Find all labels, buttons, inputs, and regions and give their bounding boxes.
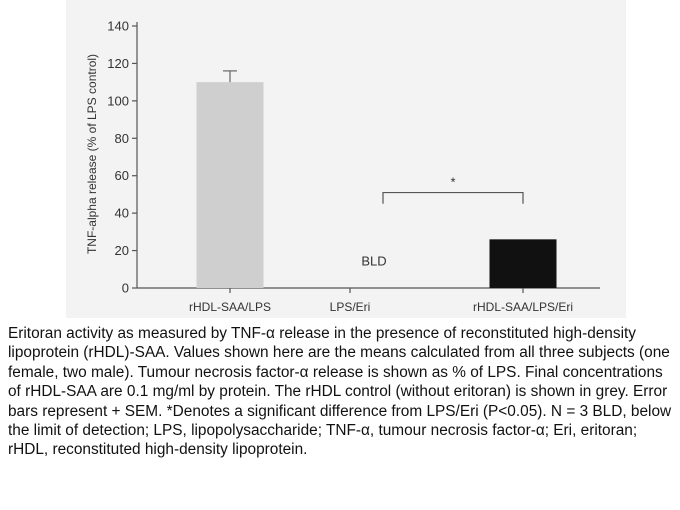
bar-3 [489,239,557,288]
y-axis-label: TNF-alpha release (% of LPS control) [85,54,99,254]
y-tick-label-20: 20 [115,243,129,258]
y-tick-label-0: 0 [122,281,129,296]
x-tick-label-3: rHDL-SAA/LPS/Eri [473,300,573,314]
x-tick-label-2: LPS/Eri [330,300,371,314]
y-tick-label-60: 60 [115,168,129,183]
significance-bracket [382,191,524,204]
y-tick-label-80: 80 [115,131,129,146]
y-tick-label-120: 120 [107,56,129,71]
y-tick-label-100: 100 [107,93,129,108]
bar-1 [196,82,264,289]
y-axis: 0 20 40 60 80 100 120 140 [107,19,138,296]
bars-group [196,70,557,289]
y-tick-label-40: 40 [115,206,129,221]
x-tick-label-1: rHDL-SAA/LPS [189,300,271,314]
bld-label: BLD [361,254,386,269]
y-tick-label-140: 140 [107,19,129,34]
annotations-group: * BLD [361,175,524,269]
x-axis: rHDL-SAA/LPS LPS/Eri rHDL-SAA/LPS/Eri [137,287,600,314]
figure-caption: Eritoran activity as measured by TNF-α r… [8,325,672,459]
significance-star: * [450,175,455,190]
